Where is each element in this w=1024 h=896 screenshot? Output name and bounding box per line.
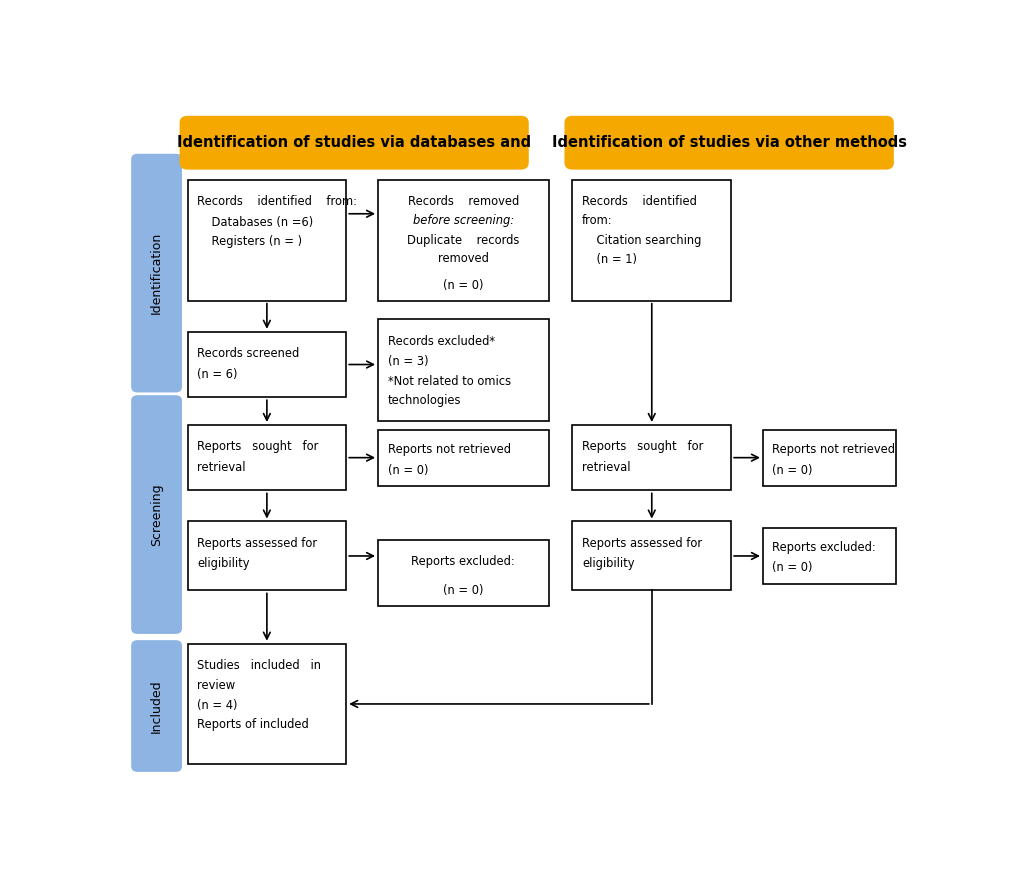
Text: retrieval: retrieval [582,461,631,474]
Text: Reports   sought   for: Reports sought for [582,440,703,453]
Text: (n = 0): (n = 0) [772,562,813,574]
Text: Records screened: Records screened [197,347,299,360]
FancyBboxPatch shape [131,395,182,634]
Text: Identification of studies via databases and: Identification of studies via databases … [177,135,531,151]
Text: retrieval: retrieval [197,461,246,474]
Text: eligibility: eligibility [582,557,635,571]
FancyBboxPatch shape [763,430,896,486]
FancyBboxPatch shape [378,430,549,486]
Text: (n = 0): (n = 0) [772,463,813,477]
Text: Reports excluded:: Reports excluded: [412,556,515,568]
Text: Included: Included [151,679,163,733]
Text: Registers (n = ): Registers (n = ) [197,235,302,248]
Text: *Not related to omics: *Not related to omics [387,375,511,387]
Text: Reports not retrieved: Reports not retrieved [387,443,511,456]
Text: Reports not retrieved: Reports not retrieved [772,443,895,456]
FancyBboxPatch shape [187,180,346,301]
FancyBboxPatch shape [572,425,731,490]
FancyBboxPatch shape [378,540,549,606]
FancyBboxPatch shape [187,643,346,764]
FancyBboxPatch shape [131,154,182,392]
FancyBboxPatch shape [187,521,346,590]
FancyBboxPatch shape [187,425,346,490]
Text: eligibility: eligibility [197,557,250,571]
FancyBboxPatch shape [572,180,731,301]
Text: Reports   sought   for: Reports sought for [197,440,318,453]
Text: Records    removed: Records removed [408,195,519,208]
FancyBboxPatch shape [187,332,346,397]
FancyBboxPatch shape [564,116,894,169]
Text: Records    identified    from:: Records identified from: [197,195,357,208]
Text: Databases (n =6): Databases (n =6) [197,216,313,228]
Text: Reports assessed for: Reports assessed for [582,537,702,549]
Text: (n = 0): (n = 0) [443,280,483,292]
Text: Reports excluded:: Reports excluded: [772,541,877,554]
Text: Identification: Identification [151,232,163,314]
Text: (n = 3): (n = 3) [387,355,428,368]
FancyBboxPatch shape [763,529,896,583]
Text: Records excluded*: Records excluded* [387,334,495,348]
Text: Records    identified: Records identified [582,195,696,208]
Text: review: review [197,679,236,693]
Text: Studies   included   in: Studies included in [197,659,322,672]
Text: Duplicate    records: Duplicate records [408,234,519,246]
FancyBboxPatch shape [378,319,549,421]
Text: from:: from: [582,214,612,228]
Text: Screening: Screening [151,483,163,546]
Text: technologies: technologies [387,394,461,407]
FancyBboxPatch shape [131,640,182,772]
Text: (n = 0): (n = 0) [443,584,483,598]
Text: (n = 1): (n = 1) [582,253,637,266]
Text: (n = 4): (n = 4) [197,699,238,711]
FancyBboxPatch shape [572,521,731,590]
Text: Reports of included: Reports of included [197,718,309,731]
Text: (n = 0): (n = 0) [387,463,428,477]
Text: before screening:: before screening: [413,214,514,228]
FancyBboxPatch shape [378,180,549,301]
Text: Identification of studies via other methods: Identification of studies via other meth… [552,135,906,151]
Text: removed: removed [438,252,488,264]
Text: Reports assessed for: Reports assessed for [197,537,317,549]
Text: Citation searching: Citation searching [582,234,701,246]
FancyBboxPatch shape [179,116,528,169]
Text: (n = 6): (n = 6) [197,367,238,381]
